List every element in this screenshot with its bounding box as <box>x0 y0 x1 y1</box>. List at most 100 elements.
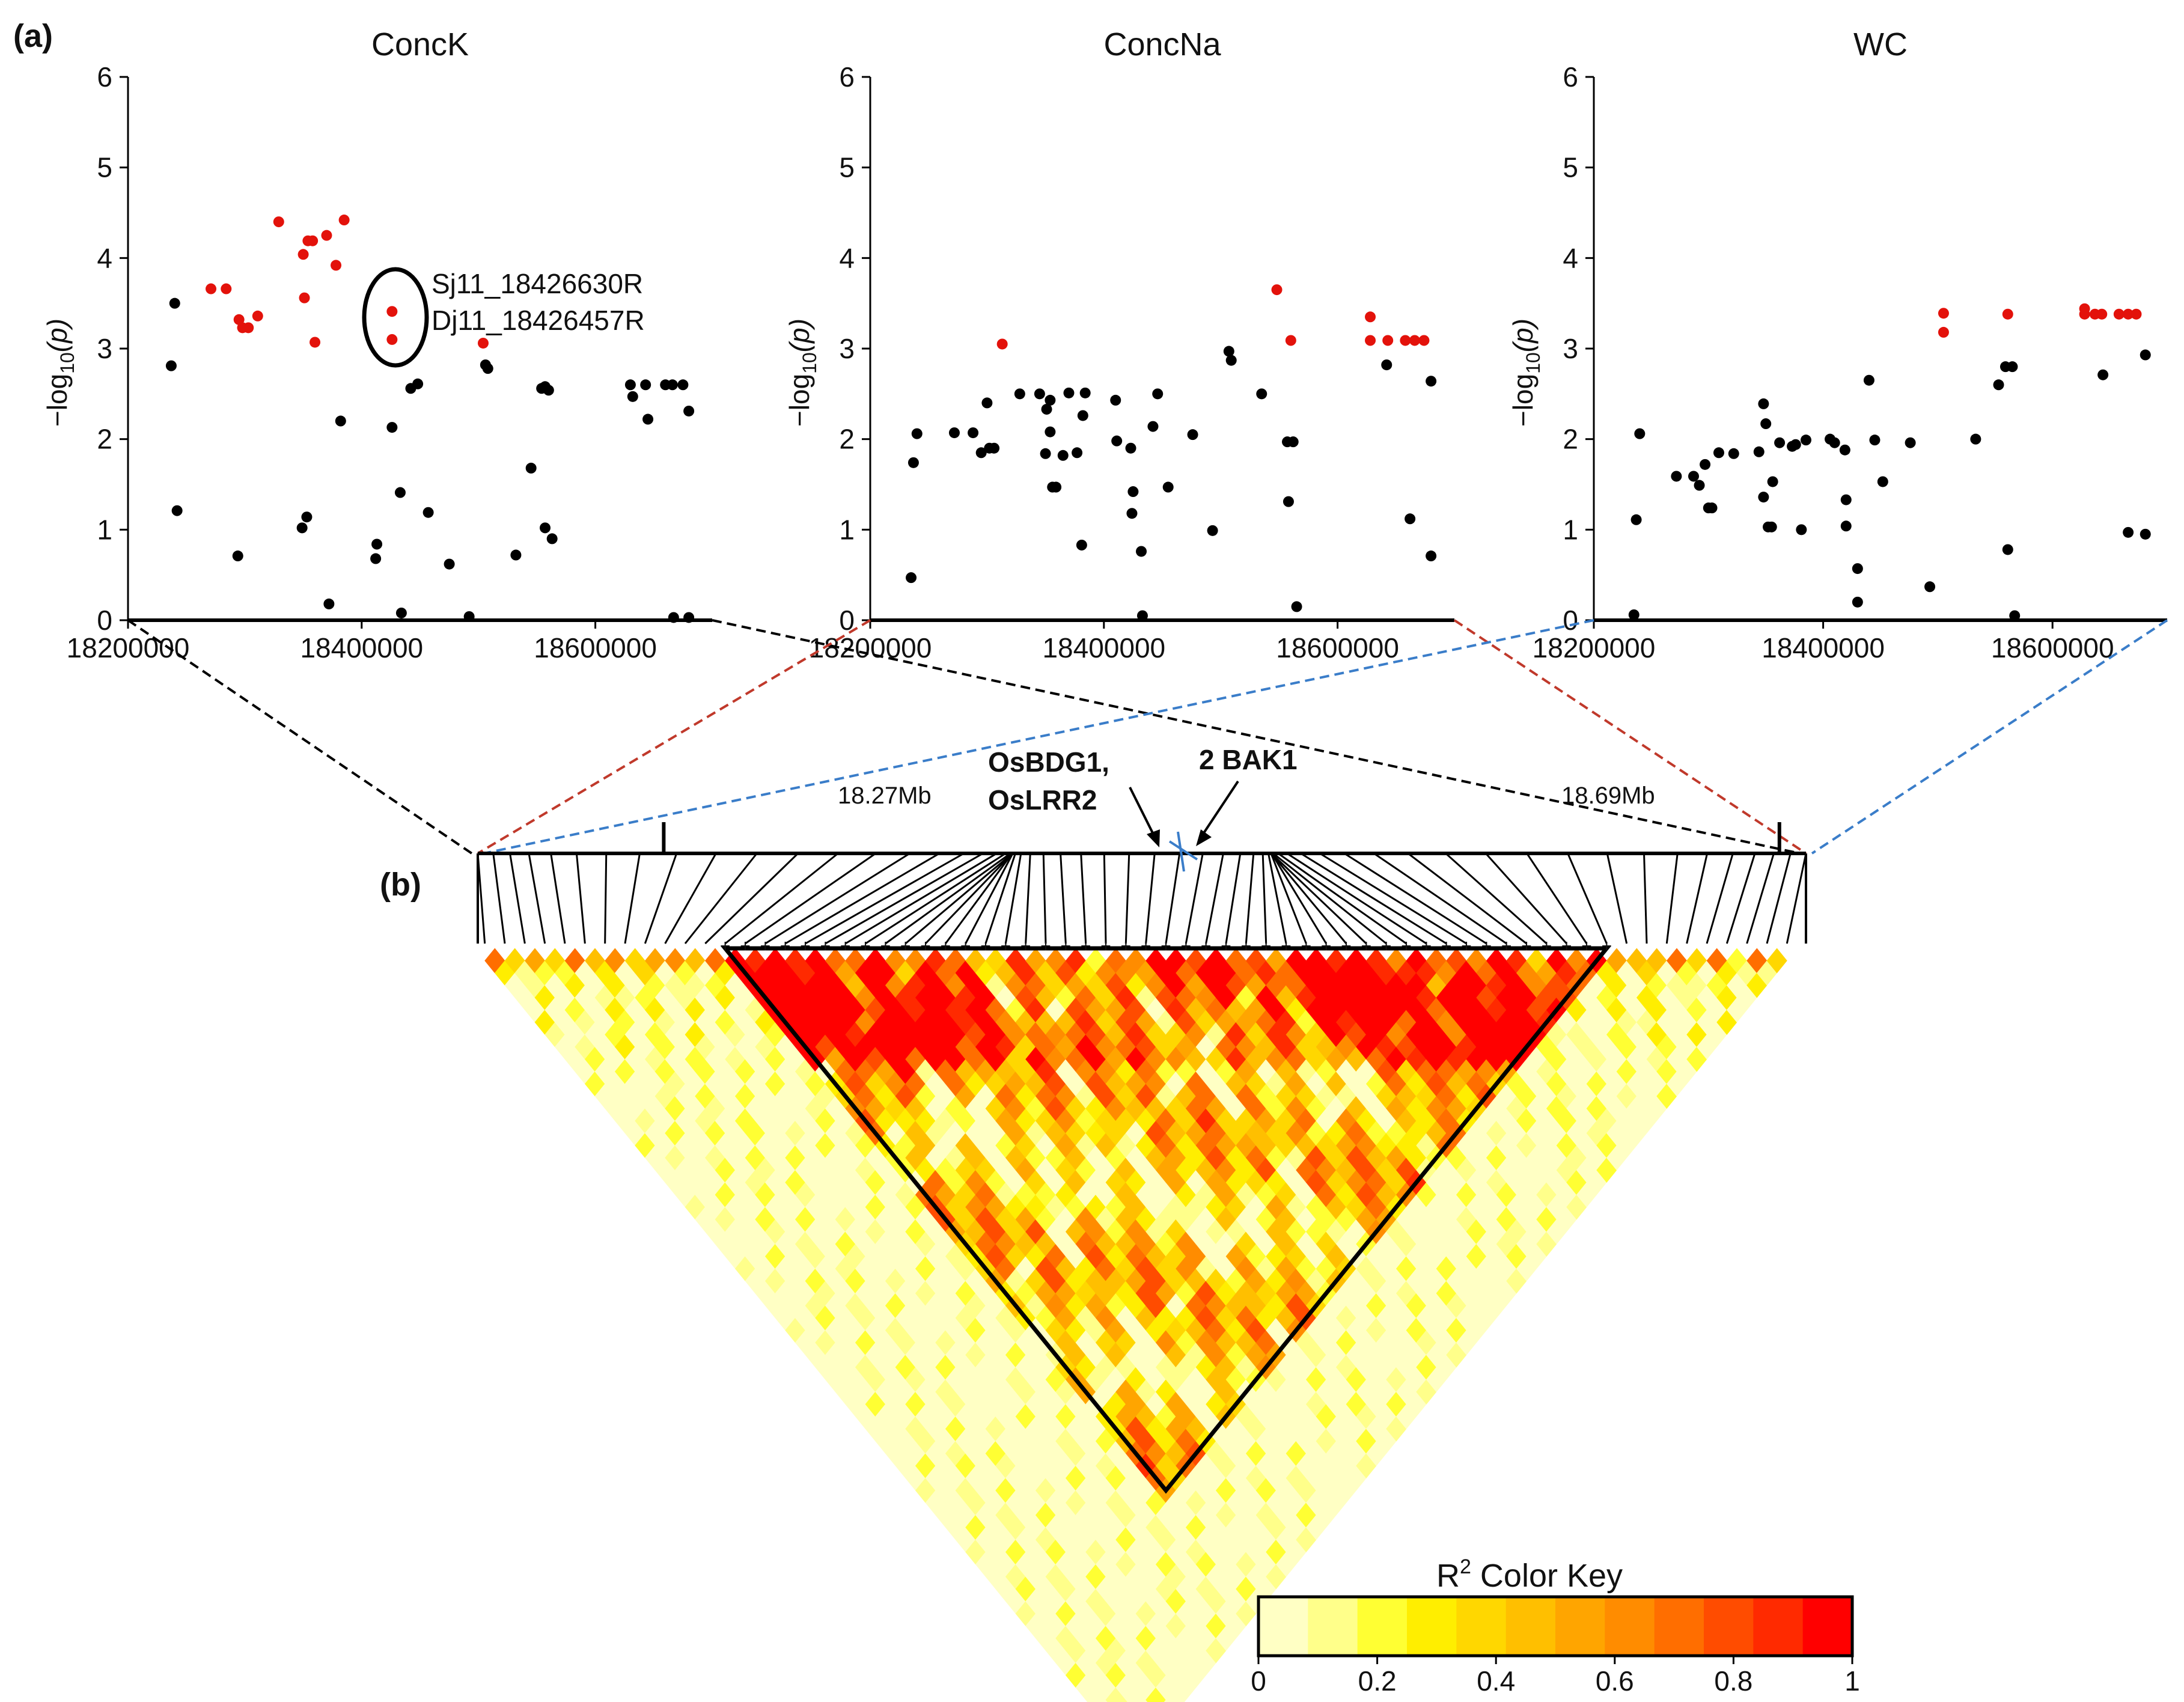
block-marker-tick: + <box>1241 936 1252 956</box>
marker-link <box>1025 853 1031 944</box>
marker-link <box>1606 853 1628 944</box>
ld-cell <box>1164 1700 1168 1702</box>
significant-snp-point <box>2079 308 2090 320</box>
marker-link <box>1344 852 1487 945</box>
panel-label-a: (a) <box>13 18 53 54</box>
y-axis-label: −log10(p) <box>41 319 78 427</box>
block-marker-tick: + <box>1061 936 1072 956</box>
block-marker-tick: + <box>1341 936 1352 956</box>
significant-snp-point <box>996 338 1008 350</box>
snp-point <box>1136 610 1148 621</box>
block-marker-tick: + <box>1521 936 1532 956</box>
snp-point <box>1758 492 1769 503</box>
block-marker-tick: + <box>1181 936 1192 956</box>
snp-point <box>540 522 551 534</box>
y-tick-label: 3 <box>97 333 112 364</box>
ld-heatmap <box>484 946 1787 1702</box>
y-tick-label: 1 <box>97 514 112 545</box>
marker-link <box>704 852 799 945</box>
significant-snp-point <box>2002 308 2013 320</box>
snp-point <box>543 385 554 396</box>
snp-point <box>1076 539 1087 551</box>
snp-point <box>1127 486 1139 498</box>
color-key-cell <box>1605 1597 1655 1656</box>
block-marker-tick: + <box>1121 936 1132 956</box>
scatter-panel-wc: WC 0 1 2 3 4 5 6 18200000 18400000 18600000 −log10(… <box>1507 26 2167 663</box>
color-key-cell <box>1704 1597 1754 1656</box>
snp-point <box>624 379 636 391</box>
snp-point <box>2009 610 2021 621</box>
significant-snp-point <box>2096 308 2108 320</box>
marker-link <box>1766 853 1792 944</box>
snp-point <box>1630 514 1642 525</box>
block-marker-tick: + <box>1141 936 1151 956</box>
snp-point <box>165 360 177 371</box>
snp-point <box>1671 471 1682 482</box>
block-marker-tick: + <box>1261 936 1272 956</box>
gene-arrowhead-bak1 <box>1196 829 1212 846</box>
snp-point <box>1051 481 1062 493</box>
significant-snp-point <box>331 260 342 271</box>
snp-point <box>1147 421 1159 432</box>
snp-point <box>1852 596 1863 608</box>
y-tick-label: 0 <box>1563 605 1578 636</box>
block-marker-tick: + <box>780 936 791 956</box>
snp-point <box>989 442 1000 454</box>
marker-link <box>984 853 1016 944</box>
significant-snp-point <box>477 337 489 349</box>
snp-point <box>1079 387 1091 398</box>
x-tick-label: 18600000 <box>534 632 657 663</box>
significant-snp-point <box>299 292 310 303</box>
significant-snp-point <box>1365 311 1376 323</box>
significant-snp-point <box>307 235 319 246</box>
marker-link <box>1165 853 1181 944</box>
block-marker-tick: + <box>1201 936 1212 956</box>
color-key-cell <box>1357 1597 1408 1656</box>
marker-link <box>724 852 839 945</box>
y-tick-label: 4 <box>97 242 112 273</box>
color-key-tick-label: 0.6 <box>1596 1665 1634 1697</box>
marker-link <box>575 853 586 944</box>
marker-link <box>1686 853 1709 944</box>
marker-link <box>492 853 506 944</box>
marker-link <box>1225 853 1242 944</box>
y-tick-label: 0 <box>97 605 112 636</box>
marker-link <box>1407 852 1527 945</box>
significant-snp-point <box>2131 308 2142 320</box>
snp-point <box>323 598 335 609</box>
marker-link <box>1286 852 1427 945</box>
marker-link <box>1319 852 1467 945</box>
snp-point <box>412 378 424 389</box>
marker-link <box>1300 852 1447 945</box>
block-marker-tick: + <box>1421 936 1432 956</box>
snp-point <box>1753 446 1765 457</box>
marker-link <box>1205 853 1224 944</box>
gene-label-osbdg1: OsBDG1, <box>988 746 1109 778</box>
marker-map: + + + + + + + + + + + + + + + + + + + + + + + + + + + + + + + + + + + + + + + +… <box>477 822 1807 956</box>
block-marker-tick: + <box>1321 936 1332 956</box>
y-tick-label: 4 <box>1563 242 1578 273</box>
snp-point <box>1072 447 1083 459</box>
y-axis-label: −log10(p) <box>1507 319 1544 427</box>
snp-point <box>1110 394 1121 406</box>
snp-point <box>1852 563 1863 575</box>
block-marker-tick: + <box>1161 936 1171 956</box>
snp-point <box>1040 448 1051 459</box>
marker-link <box>1445 852 1548 945</box>
snp-point <box>1291 601 1302 612</box>
significant-snp-point <box>1382 335 1394 346</box>
snp-point <box>1790 439 1801 450</box>
snp-point <box>1225 355 1237 366</box>
snp-point <box>1758 398 1769 409</box>
y-tick-label: 6 <box>1563 61 1578 93</box>
zoom-guide-line <box>712 619 1801 855</box>
snp-point <box>1706 502 1718 514</box>
snp-point <box>1766 521 1777 532</box>
block-marker-tick: + <box>1281 936 1292 956</box>
zoom-guide-line <box>1453 619 1807 855</box>
significant-snp-point <box>1285 335 1296 346</box>
snp-point <box>1796 524 1807 535</box>
significant-snp-point <box>1418 335 1430 346</box>
snp-point <box>1111 435 1123 447</box>
